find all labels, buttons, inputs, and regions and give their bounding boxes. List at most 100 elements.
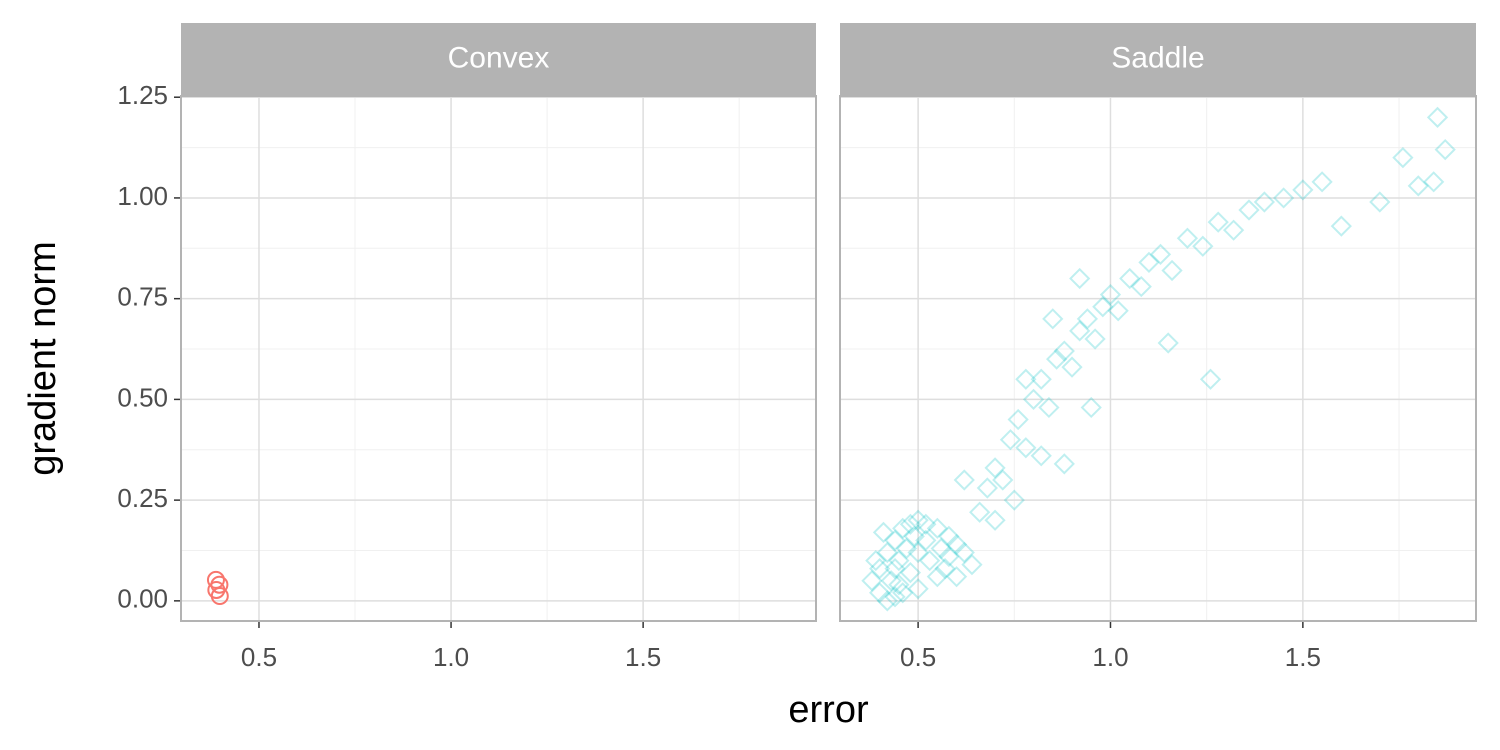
point — [899, 513, 922, 535]
point — [876, 541, 898, 564]
point — [926, 566, 948, 588]
panel-border — [180, 95, 817, 622]
point — [884, 586, 906, 608]
y-tick-label: 0.25 — [117, 483, 168, 513]
y-tick-label: 0.75 — [117, 282, 168, 312]
point — [1176, 227, 1199, 249]
point — [861, 570, 883, 592]
point — [953, 541, 975, 564]
point — [880, 570, 902, 592]
point — [915, 529, 937, 552]
point — [907, 541, 929, 564]
y-tick-label: 0.50 — [117, 382, 168, 412]
point — [1119, 267, 1141, 290]
point — [1053, 340, 1075, 362]
point — [1107, 300, 1129, 322]
x-tick-label: 1.0 — [433, 642, 469, 672]
point — [1222, 219, 1245, 241]
x-axis-label: error — [788, 689, 869, 731]
point — [1084, 328, 1106, 350]
x-tick-label: 1.5 — [1285, 642, 1321, 672]
point — [884, 529, 906, 552]
point — [1161, 259, 1183, 282]
strip — [840, 23, 1476, 96]
point — [888, 549, 910, 572]
point — [1061, 356, 1083, 378]
point — [876, 590, 898, 612]
point — [865, 549, 887, 572]
point — [984, 509, 1006, 531]
point — [1080, 396, 1102, 419]
x-tick-label: 0.5 — [241, 642, 277, 672]
point — [1434, 138, 1456, 161]
strip-label: Saddle — [1111, 41, 1204, 74]
point — [1207, 211, 1229, 233]
point — [1099, 284, 1122, 306]
point — [1369, 191, 1391, 213]
point — [210, 587, 229, 606]
x-tick-label: 1.5 — [625, 642, 661, 672]
point — [930, 537, 952, 560]
strip-label: Convex — [448, 41, 550, 74]
point — [1069, 320, 1091, 342]
point — [1138, 251, 1160, 274]
points — [206, 570, 229, 606]
point — [934, 558, 956, 580]
point — [1407, 175, 1429, 197]
point — [1199, 368, 1222, 390]
point — [1015, 437, 1037, 459]
point — [1038, 396, 1060, 419]
point — [926, 517, 948, 539]
point — [1003, 489, 1025, 511]
point — [945, 566, 968, 588]
point — [872, 521, 895, 543]
point — [1076, 308, 1099, 330]
point — [938, 525, 960, 547]
point — [1149, 243, 1172, 265]
point — [1238, 199, 1260, 221]
point — [907, 578, 929, 600]
point — [999, 429, 1022, 451]
point — [953, 469, 975, 491]
point — [1092, 296, 1114, 318]
point — [1007, 408, 1029, 431]
point — [1022, 388, 1045, 411]
point — [984, 457, 1006, 479]
panel-border — [839, 95, 1477, 622]
point — [1157, 332, 1179, 354]
point — [1253, 191, 1275, 213]
point — [961, 553, 983, 576]
point — [992, 469, 1014, 491]
point — [1392, 147, 1414, 169]
point — [1273, 187, 1295, 209]
point — [919, 549, 941, 572]
point — [892, 517, 914, 539]
point — [1069, 267, 1091, 290]
point — [915, 513, 937, 535]
y-tick-label: 1.25 — [117, 80, 168, 110]
points — [861, 106, 1456, 612]
point — [1130, 275, 1152, 298]
point — [884, 558, 906, 580]
point — [1330, 215, 1352, 237]
x-tick-label: 0.5 — [900, 642, 936, 672]
point — [1030, 445, 1052, 467]
point — [1015, 368, 1037, 390]
y-tick-label: 1.00 — [117, 181, 168, 211]
point — [899, 562, 922, 584]
point — [1042, 308, 1064, 330]
point — [1046, 348, 1068, 370]
y-tick-label: 0.00 — [117, 584, 168, 614]
point — [1311, 171, 1333, 193]
point — [869, 558, 891, 580]
point — [888, 574, 910, 596]
point — [903, 525, 925, 547]
point — [207, 580, 226, 599]
point — [976, 477, 998, 499]
point — [938, 545, 960, 568]
point — [907, 509, 929, 531]
strip — [181, 23, 816, 96]
point — [1053, 453, 1075, 475]
point — [895, 537, 918, 560]
x-tick-label: 1.0 — [1092, 642, 1128, 672]
